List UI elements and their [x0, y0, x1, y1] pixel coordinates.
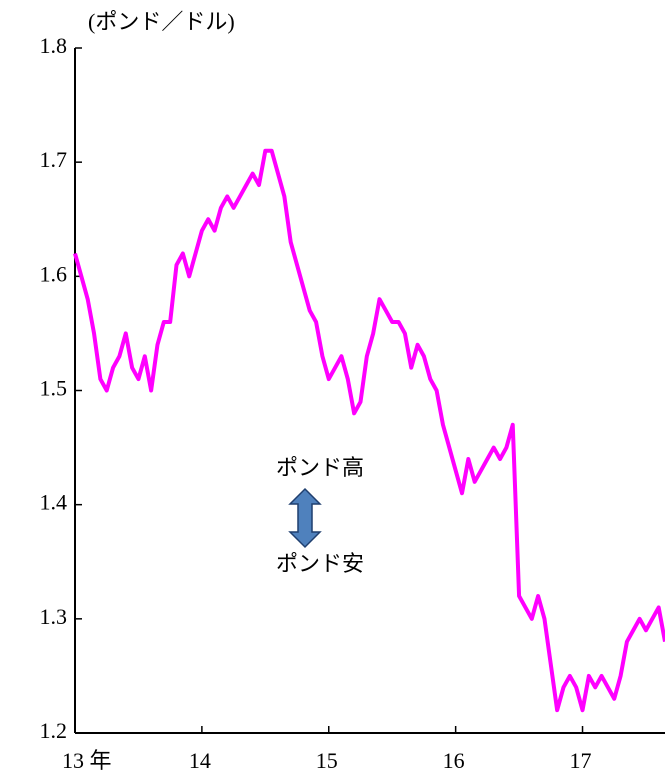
x-tick-label: 15 — [316, 748, 338, 773]
annotation: ポンド安 — [276, 551, 364, 576]
x-tick-label: 14 — [189, 748, 211, 773]
annotation: ポンド高 — [276, 455, 364, 480]
y-axis-label: (ポンド／ドル) — [88, 9, 235, 34]
x-tick-label: 17 — [570, 748, 592, 773]
x-tick-label: 16 — [443, 748, 465, 773]
y-tick-label: 1.3 — [40, 604, 68, 629]
y-tick-label: 1.7 — [40, 147, 68, 172]
y-tick-label: 1.2 — [40, 718, 68, 743]
line-series — [73, 148, 665, 713]
y-tick-label: 1.5 — [40, 376, 68, 401]
y-tick-label: 1.6 — [40, 261, 68, 286]
double-arrow — [288, 487, 322, 549]
y-tick-label: 1.8 — [40, 33, 68, 58]
x-tick-label: 13 年 — [62, 748, 112, 773]
y-tick-label: 1.4 — [40, 490, 68, 515]
